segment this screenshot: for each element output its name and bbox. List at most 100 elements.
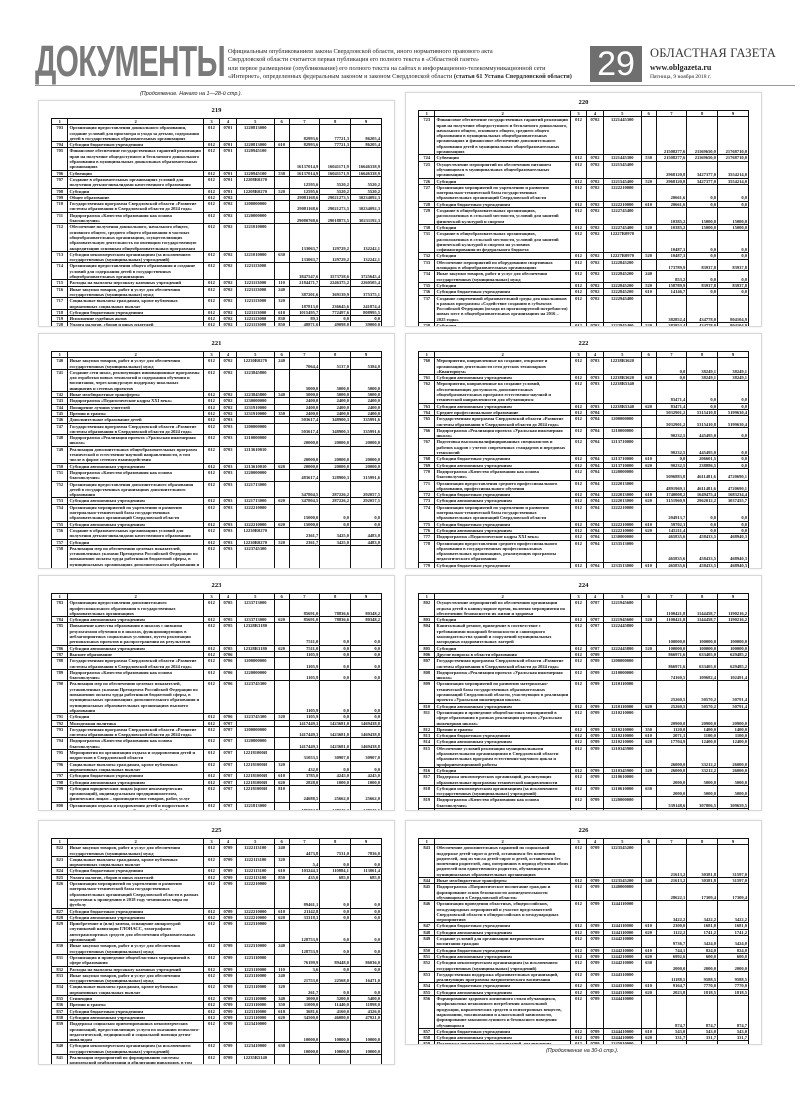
section-code: 0701 xyxy=(219,187,237,195)
target-code: 1220000000 xyxy=(602,467,642,481)
target-code: 1210210000 xyxy=(602,732,642,740)
amount-2021: 3037455,7 xyxy=(716,497,750,505)
amount-2021: 0,0 xyxy=(349,983,383,996)
amount-2020: 3573758,6 xyxy=(319,262,351,281)
target-code: 12230R0270 xyxy=(235,357,275,370)
table-row: 808 Подпрограмма «Реализация проекта «Ура… xyxy=(417,668,750,682)
expense-type xyxy=(640,970,657,984)
section-code: 0709 xyxy=(219,867,237,875)
section-code: 0702 xyxy=(586,207,604,225)
row-number: 848 xyxy=(417,928,436,937)
section-code: 0709 xyxy=(586,732,604,740)
amount-2021: 31597,0 xyxy=(716,877,750,885)
amount-2021: 3725645,4 xyxy=(349,262,383,281)
expense-type xyxy=(640,183,657,202)
amount-2020: 129729,2 xyxy=(319,250,351,264)
expense-type xyxy=(640,807,657,810)
amount-2021: 16646338,9 xyxy=(349,169,383,177)
table-row: 717 Социальные выплаты гражданам, кроме п… xyxy=(50,297,383,310)
target-code: 1230000000 xyxy=(235,397,275,405)
amount-2019: 382852,4 xyxy=(655,294,688,323)
amount-2020: 83937,8 xyxy=(686,258,718,272)
amount-2019: 4891969,1 xyxy=(655,479,688,493)
dept-code: 012 xyxy=(202,445,221,464)
amount-2019: 1105,9 xyxy=(288,680,321,715)
expense-type xyxy=(273,749,290,762)
section-code: 0707 xyxy=(219,749,237,762)
amount-2019: 1100421,8 xyxy=(655,599,688,618)
row-number: 744 xyxy=(50,403,69,411)
row-number: 720 xyxy=(50,321,69,326)
table-row: 757 Субсидии 012 0703 12230R0270 520 2361,7 342… xyxy=(50,538,383,546)
column-header: 9 xyxy=(716,109,750,118)
table-row: 740 Иные закупки товаров, работ и услуг д… xyxy=(50,357,383,370)
target-code: 1223410000 xyxy=(235,1020,275,1044)
row-number: 745 xyxy=(50,409,69,418)
amount-2021: 0,0 xyxy=(716,1040,750,1044)
item-name: Подпрограмма «Реализация проекта «Уральс… xyxy=(67,434,204,447)
target-code: 1210210000 xyxy=(602,708,642,727)
amount-2021: 152036,2 xyxy=(716,807,750,810)
amount-2019: 76199,9 xyxy=(288,953,321,967)
target-code: 1210000000 xyxy=(602,668,642,682)
section-code: 0707 xyxy=(219,737,237,750)
amount-2019: 2361,7 xyxy=(288,538,321,546)
amount-2020: 0,0 xyxy=(686,503,718,522)
section-code: 0709 xyxy=(219,953,237,967)
item-name: Подготовка высококвалифицированных специ… xyxy=(434,438,571,457)
section-code: 0702 xyxy=(219,409,237,418)
table-row: 817 Поддержка некоммерческих организаций,… xyxy=(417,773,750,786)
table-row: 816 Субсидии 012 0709 1210345900 520 26000,0 33… xyxy=(417,766,750,775)
amount-2019: 503617,4 xyxy=(288,416,321,424)
amount-2020: 0,0 xyxy=(319,680,351,715)
budget-table: 1 2 3 4 5 6 7 8 9 802 Осуществление мероприятий по… xyxy=(417,592,750,810)
item-name: Реализация мероприятий по формированию с… xyxy=(67,1053,204,1064)
amount-2021: 808995,5 xyxy=(349,308,383,317)
row-number: 704 xyxy=(50,141,69,149)
amount-2021: 0,0 xyxy=(349,315,383,323)
amount-2021: 2000,0 xyxy=(716,959,750,972)
target-code xyxy=(602,650,642,659)
amount-2021: 80348,2 xyxy=(349,599,383,618)
amount-2019: 4473,8 xyxy=(288,844,321,857)
expense-type xyxy=(640,599,657,618)
target-code: 1223545200 xyxy=(602,844,642,879)
section-code: 0706 xyxy=(219,713,237,721)
amount-2020: 89448,0 xyxy=(319,953,351,967)
amount-2019: 85691,0 xyxy=(288,599,321,618)
amount-2019: 16137014,9 xyxy=(288,147,321,171)
target-code: 1200000000 xyxy=(602,657,642,670)
target-code: 1222013000 xyxy=(602,497,642,505)
amount-2020: 5137,0 xyxy=(319,357,351,370)
amount-2020: 5000,0 xyxy=(319,368,351,393)
row-number: 834 xyxy=(50,983,69,996)
target-code: 1244410000 xyxy=(602,995,642,1029)
item-name: Субсидии некоммерческим организациям (за… xyxy=(434,784,571,798)
item-name: Реализация дополнительных общеобразовате… xyxy=(67,445,204,464)
item-name: Создание в образовательных организациях … xyxy=(67,175,204,189)
item-name: Организация и проведение общеобластных м… xyxy=(434,708,571,727)
item-name: Подпрограмма «Качество образования как о… xyxy=(434,796,571,809)
website-link[interactable]: www.oblgazeta.ru xyxy=(650,63,712,72)
section-code: 0701 xyxy=(219,169,237,177)
item-name: Иные закупки товаров, работ и услуг для … xyxy=(67,942,204,955)
amount-2021: 0,0 xyxy=(716,230,750,254)
row-number: 858 xyxy=(417,1034,436,1042)
row-number: 711 xyxy=(50,211,69,225)
amount-2020: 9588,5 xyxy=(686,970,718,984)
section-code: 0702 xyxy=(586,258,604,272)
amount-2020: 0,0 xyxy=(319,983,351,996)
table-row: 800 Организация отдыха и оздоровления дет… xyxy=(50,801,383,810)
amount-2019: 387201,6 xyxy=(288,285,321,299)
amount-2019: 29080768,6 xyxy=(288,211,321,225)
table-row: 767 Подготовка высококвалифицированных сп… xyxy=(417,438,750,457)
amount-2021: 1469438,8 xyxy=(349,719,383,727)
table-row: 728 Субсидии бюджетным учреждениям 012 0702… xyxy=(417,200,750,209)
target-code: 1223845800 xyxy=(235,368,275,393)
row-number: 797 xyxy=(50,772,69,780)
table-row: 778 Организация предоставления среднего п… xyxy=(417,539,750,563)
budget-table: 1 2 3 4 5 6 7 8 9 723 Финансовое обеспечение госуд… xyxy=(417,109,750,326)
target-code: 1200000000 xyxy=(602,415,642,428)
item-name: Подпрограмма «Качество образования как о… xyxy=(67,468,204,482)
section-code: 0707 xyxy=(219,719,237,727)
